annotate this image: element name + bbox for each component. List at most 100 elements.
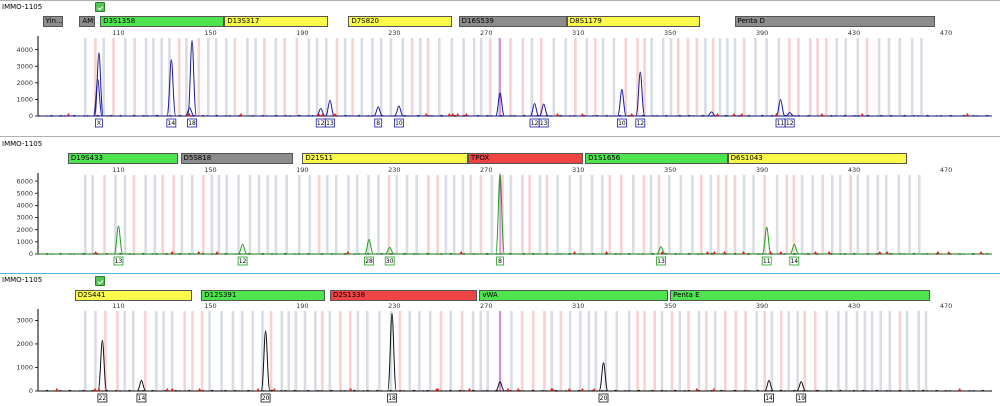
peak[interactable] xyxy=(529,103,540,117)
locus-d19s433[interactable]: D19S433 xyxy=(67,153,179,164)
allele-call-box[interactable] xyxy=(496,256,504,266)
locus-vwa[interactable]: vWA xyxy=(479,290,668,301)
locus-d2s1338[interactable]: D2S1338 xyxy=(329,290,478,301)
peak[interactable] xyxy=(707,111,717,117)
peak[interactable] xyxy=(539,103,549,117)
locus-d12s391[interactable]: D12S391 xyxy=(201,290,326,301)
allele-bin xyxy=(697,311,701,391)
allele-call-box[interactable] xyxy=(166,118,177,128)
allele-call-box[interactable] xyxy=(364,256,374,266)
locus-penta-d[interactable]: Penta D xyxy=(734,16,935,27)
allele-bin xyxy=(498,38,501,116)
peak[interactable] xyxy=(237,243,248,255)
allele-call-box[interactable] xyxy=(187,118,197,128)
peak[interactable] xyxy=(325,99,335,117)
allele-call-box[interactable] xyxy=(374,118,383,128)
allele-call-box[interactable] xyxy=(237,256,248,266)
peak[interactable] xyxy=(260,330,271,392)
locus-d16s539[interactable]: D16S539 xyxy=(458,16,567,27)
peak[interactable] xyxy=(94,52,104,117)
allele-call-box[interactable] xyxy=(387,393,397,403)
allele-call-box[interactable] xyxy=(394,118,404,128)
peak[interactable] xyxy=(796,381,806,392)
locus-amel[interactable]: AMEL xyxy=(79,16,96,27)
allele-bin xyxy=(624,38,628,116)
peak[interactable] xyxy=(785,112,795,117)
locus-d6s1043[interactable]: D6S1043 xyxy=(727,153,907,164)
peak[interactable] xyxy=(136,379,147,392)
allele-call-box[interactable] xyxy=(97,393,108,403)
peak[interactable] xyxy=(187,39,197,117)
locus-d5s818[interactable]: D5S818 xyxy=(180,153,294,164)
allele-bin xyxy=(643,38,646,116)
allele-call-box[interactable] xyxy=(95,118,103,128)
allele-call-box[interactable] xyxy=(656,256,666,266)
allele-call-label: 18 xyxy=(188,120,196,127)
quality-check-icon[interactable] xyxy=(95,2,105,12)
allele-bin xyxy=(246,38,249,116)
electropherogram-plot[interactable]: 110 150 190 230 270 310 350 390 430 470 0 1000 2000 3… xyxy=(0,165,1000,271)
peak[interactable] xyxy=(635,71,646,117)
peak[interactable] xyxy=(495,173,505,255)
allele-bin xyxy=(531,311,535,391)
locus-penta-e[interactable]: Penta E xyxy=(670,290,930,301)
locus-yin-[interactable]: Yin... xyxy=(42,16,64,27)
peak[interactable] xyxy=(113,225,124,255)
peak[interactable] xyxy=(364,238,374,255)
peak[interactable] xyxy=(775,98,786,117)
allele-call-box[interactable] xyxy=(538,118,549,128)
locus-d1s1656[interactable]: D1S1656 xyxy=(585,153,728,164)
off-ladder-marker xyxy=(705,251,710,254)
peak[interactable] xyxy=(387,312,397,392)
electropherogram-plot[interactable]: 110 150 190 230 270 310 350 390 430 470 0 1000 2000 3… xyxy=(0,28,1000,133)
allele-bin xyxy=(779,311,783,391)
quality-check-icon[interactable] xyxy=(95,276,105,286)
allele-call-box[interactable] xyxy=(598,393,609,403)
locus-d3s1358[interactable]: D3S1358 xyxy=(100,16,225,27)
baseline-trace xyxy=(37,389,993,392)
peak[interactable] xyxy=(598,362,609,392)
peak[interactable] xyxy=(394,105,404,117)
peak[interactable] xyxy=(373,106,383,117)
peak[interactable] xyxy=(764,379,774,392)
allele-call-box[interactable] xyxy=(764,393,774,403)
locus-d13s317[interactable]: D13S317 xyxy=(224,16,328,27)
peak[interactable] xyxy=(761,226,772,255)
allele-call-box[interactable] xyxy=(616,118,627,128)
allele-call-box[interactable] xyxy=(789,256,800,266)
peak[interactable] xyxy=(617,88,627,117)
peak[interactable] xyxy=(97,339,108,392)
locus-d21s11[interactable]: D21S11 xyxy=(302,153,468,164)
peak[interactable] xyxy=(495,92,505,117)
allele-call-box[interactable] xyxy=(384,256,395,266)
locus-d2s441[interactable]: D2S441 xyxy=(74,290,192,301)
off-ladder-marker xyxy=(732,113,736,116)
peak[interactable] xyxy=(92,78,103,117)
allele-call-box[interactable] xyxy=(136,393,147,403)
peak[interactable] xyxy=(166,59,177,117)
allele-call-box[interactable] xyxy=(796,393,807,403)
locus-d7s820[interactable]: D7S820 xyxy=(348,16,452,27)
peak[interactable] xyxy=(656,246,666,255)
allele-bin xyxy=(803,311,806,391)
allele-bin xyxy=(839,175,842,254)
allele-call-box[interactable] xyxy=(761,256,772,266)
y-tick-label: 6000 xyxy=(16,177,33,185)
allele-call-box[interactable] xyxy=(784,118,795,128)
allele-bin xyxy=(144,175,147,254)
locus-tpox[interactable]: TPOX xyxy=(467,153,583,164)
electropherogram-plot[interactable]: 110 150 190 230 270 310 350 390 430 470 0 1000 2000 3… xyxy=(0,302,1000,406)
allele-call-box[interactable] xyxy=(113,256,124,266)
off-ladder-marker xyxy=(592,388,597,391)
allele-call-box[interactable] xyxy=(635,118,646,128)
peak[interactable] xyxy=(495,381,505,392)
allele-call-box[interactable] xyxy=(260,393,271,403)
locus-d8s1179[interactable]: D8S1179 xyxy=(566,16,701,27)
off-ladder-marker xyxy=(580,113,585,116)
allele-call-box[interactable] xyxy=(325,118,335,128)
off-ladder-marker xyxy=(424,113,429,116)
peak[interactable] xyxy=(789,243,799,255)
off-ladder-marker xyxy=(715,113,720,116)
peak[interactable] xyxy=(385,246,395,255)
peak[interactable] xyxy=(185,107,195,117)
